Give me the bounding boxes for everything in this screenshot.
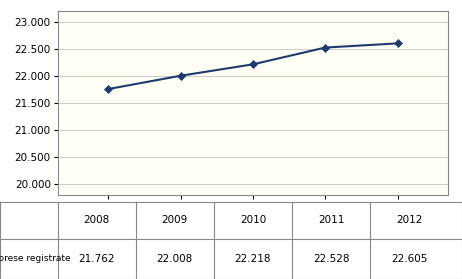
Text: 2012: 2012	[396, 215, 422, 225]
Text: 2008: 2008	[84, 215, 110, 225]
Text: 2011: 2011	[318, 215, 344, 225]
Text: 2010: 2010	[240, 215, 266, 225]
Text: 22.008: 22.008	[157, 254, 193, 264]
Text: 2009: 2009	[162, 215, 188, 225]
Text: 22.528: 22.528	[313, 254, 349, 264]
Bar	[0, 239, 462, 279]
Text: Imprese registrate: Imprese registrate	[0, 254, 71, 263]
Text: 21.762: 21.762	[79, 254, 115, 264]
Text: 22.218: 22.218	[235, 254, 271, 264]
Bar	[0, 202, 462, 239]
Text: 22.605: 22.605	[391, 254, 427, 264]
